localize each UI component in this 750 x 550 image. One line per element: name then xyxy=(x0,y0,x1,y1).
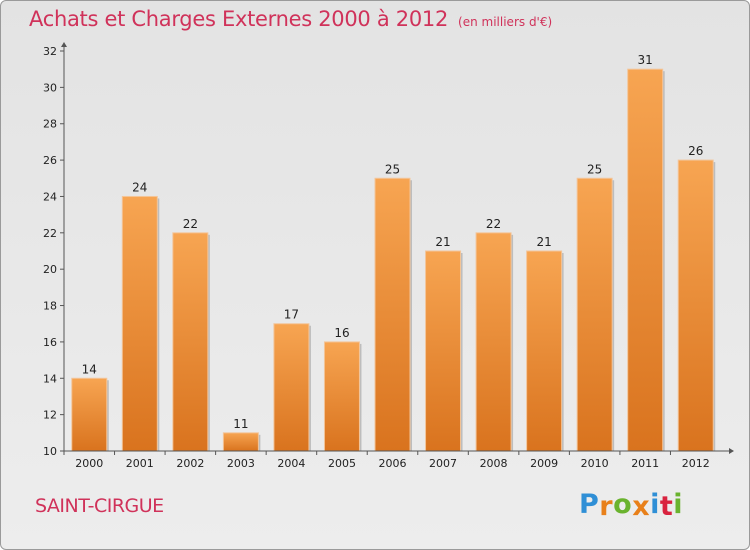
place-name: SAINT-CIRGUE xyxy=(35,495,164,517)
x-tick-label-2003: 2003 xyxy=(227,457,255,470)
bar-2008 xyxy=(475,232,512,452)
data-label-2004: 17 xyxy=(284,308,299,322)
y-tick-label-12: 12 xyxy=(43,409,57,422)
x-tick-label-2011: 2011 xyxy=(631,457,659,470)
data-label-2012: 26 xyxy=(688,144,703,158)
logo-letter: o xyxy=(613,489,633,520)
bar-2011 xyxy=(627,68,664,452)
x-tick-label-2002: 2002 xyxy=(176,457,204,470)
x-tick-label-2009: 2009 xyxy=(530,457,558,470)
y-tick-label-14: 14 xyxy=(43,372,57,385)
y-tick-label-22: 22 xyxy=(43,227,57,240)
x-tick-label-2008: 2008 xyxy=(480,457,508,470)
y-tick-label-32: 32 xyxy=(43,45,57,58)
data-label-2011: 31 xyxy=(638,53,653,67)
y-axis-arrow xyxy=(61,42,67,47)
data-label-2002: 22 xyxy=(183,217,198,231)
bar-2002 xyxy=(172,232,209,452)
bar-2005 xyxy=(323,341,360,452)
logo-letter: t xyxy=(659,491,674,522)
bar-2012 xyxy=(677,159,714,452)
y-tick-label-18: 18 xyxy=(43,300,57,313)
y-tick-label-10: 10 xyxy=(43,445,57,458)
chart-title: Achats et Charges Externes 2000 à 2012 (e… xyxy=(29,7,552,31)
y-tick-label-20: 20 xyxy=(43,263,57,276)
x-tick-label-2010: 2010 xyxy=(581,457,609,470)
y-tick-label-28: 28 xyxy=(43,118,57,131)
y-tick-label-30: 30 xyxy=(43,81,57,94)
bar-2000 xyxy=(71,377,108,452)
bar-2007 xyxy=(425,250,462,452)
x-tick-label-2005: 2005 xyxy=(328,457,356,470)
y-tick-label-16: 16 xyxy=(43,336,57,349)
data-label-2007: 21 xyxy=(435,235,450,249)
x-tick-label-2000: 2000 xyxy=(75,457,103,470)
bar-2001 xyxy=(121,195,158,452)
x-axis-arrow xyxy=(729,448,734,454)
data-label-2009: 21 xyxy=(536,235,551,249)
x-tick-label-2012: 2012 xyxy=(682,457,710,470)
bar-2006 xyxy=(374,177,411,452)
proxiti-logo[interactable]: Proxiti xyxy=(579,489,684,522)
logo-letter: x xyxy=(632,491,651,522)
data-label-2006: 25 xyxy=(385,162,400,176)
data-label-2001: 24 xyxy=(132,180,147,194)
chart-title-text: Achats et Charges Externes 2000 à 2012 xyxy=(29,7,449,31)
data-label-2010: 25 xyxy=(587,162,602,176)
logo-letter: r xyxy=(599,491,614,522)
data-label-2008: 22 xyxy=(486,217,501,231)
bar-2010 xyxy=(576,177,613,452)
chart-subtitle: (en milliers d'€) xyxy=(458,15,553,29)
data-label-2000: 14 xyxy=(82,362,97,376)
logo-letter: P xyxy=(579,489,600,520)
bar-2003 xyxy=(222,432,259,452)
x-tick-label-2004: 2004 xyxy=(277,457,305,470)
data-label-2003: 11 xyxy=(233,417,248,431)
y-tick-label-26: 26 xyxy=(43,154,57,167)
x-tick-label-2001: 2001 xyxy=(126,457,154,470)
x-tick-label-2006: 2006 xyxy=(379,457,407,470)
bar-2004 xyxy=(273,323,310,452)
data-label-2005: 16 xyxy=(334,326,349,340)
y-tick-label-24: 24 xyxy=(43,190,57,203)
logo-letter: i xyxy=(673,489,684,520)
bar-2009 xyxy=(526,250,563,452)
x-tick-label-2007: 2007 xyxy=(429,457,457,470)
logo-letter: i xyxy=(650,489,660,520)
